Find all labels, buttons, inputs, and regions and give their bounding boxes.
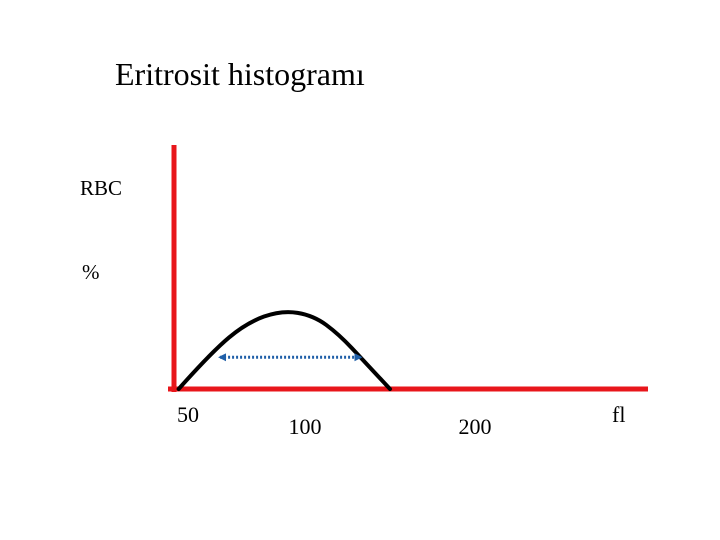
y-axis-label-rbc: RBC <box>80 176 123 200</box>
x-tick-label-100: 100 <box>289 414 322 439</box>
x-axis-unit-label: fl <box>612 402 626 427</box>
y-axis-label-percent: % <box>82 260 100 284</box>
x-tick-label-200: 200 <box>459 414 492 439</box>
x-tick-label-50: 50 <box>177 402 199 427</box>
chart-title: Eritrosit histogramı <box>115 56 365 92</box>
histogram-curve <box>176 310 392 391</box>
